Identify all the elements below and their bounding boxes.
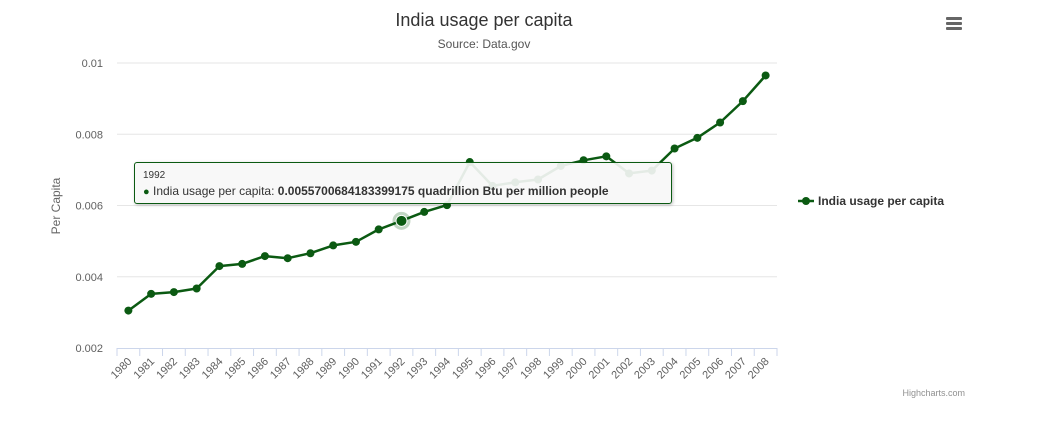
legend[interactable]: India usage per capita [798,194,944,208]
data-point[interactable] [192,284,201,293]
x-tick-label: 1983 [177,356,203,382]
y-tick-label: 0.004 [75,272,103,284]
data-point[interactable] [374,225,383,234]
axes: 0.002 0.004 0.006 0.008 0.01 1980198119821983… [75,58,778,382]
data-point[interactable] [761,71,770,80]
x-tick-label: 1992 [382,356,408,382]
data-point[interactable] [351,237,360,246]
chart-subtitle: Source: Data.gov [438,37,531,51]
x-tick-label: 1988 [291,356,317,382]
tooltip-series-dot-icon: ● [143,186,150,198]
x-tick-label: 1986 [245,356,271,382]
data-point[interactable] [716,118,725,127]
x-tick-label: 1985 [222,356,248,382]
x-tick-label: 2008 [746,356,772,382]
x-tick-label: 2001 [587,356,613,382]
x-tick-label: 1984 [200,356,226,382]
x-tick-label: 2000 [564,356,590,382]
x-tick-label: 1981 [131,356,157,382]
tooltip-body: ● India usage per capita: 0.005570068418… [143,184,663,198]
x-tick-label: 2005 [678,356,704,382]
menu-icon-bar [946,22,962,25]
legend-symbol-marker [802,197,810,205]
x-tick-label: 1999 [541,356,567,382]
data-point[interactable] [124,306,133,315]
tooltip-series-label: India usage per capita: [153,184,275,198]
x-tick-label: 1996 [473,356,499,382]
credits-link[interactable]: Highcharts.com [902,388,965,398]
x-tick-label: 1980 [109,356,135,382]
data-point[interactable] [169,288,178,297]
x-tick-label: 1993 [405,356,431,382]
x-tick-label: 1982 [154,356,180,382]
x-tick-label: 1997 [496,356,522,382]
data-point[interactable] [602,152,611,161]
x-tick-label: 2004 [655,356,681,382]
data-point[interactable] [329,241,338,250]
x-tick-label: 1995 [450,356,476,382]
menu-icon-bar [946,17,962,20]
x-tick-label: 1990 [336,356,362,382]
x-tick-label: 2003 [632,356,658,382]
data-point[interactable] [238,259,247,268]
x-tick-label: 1994 [427,356,453,382]
data-point[interactable] [306,249,315,258]
chart-menu-button[interactable] [940,12,968,36]
x-tick-label: 2002 [609,356,635,382]
x-tick-label: 1987 [268,356,294,382]
tooltip: 1992 ● India usage per capita: 0.0055700… [134,162,672,204]
y-tick-label: 0.01 [82,58,103,70]
chart-title: India usage per capita [395,10,573,30]
x-tick-label: 1991 [359,356,385,382]
data-point[interactable] [283,254,292,263]
gridlines [117,62,777,278]
tooltip-header: 1992 [143,170,166,181]
data-point[interactable] [420,207,429,216]
y-tick-label: 0.002 [75,343,103,355]
data-point[interactable] [147,289,156,298]
data-point[interactable] [693,133,702,142]
x-tick-label: 1998 [518,356,544,382]
y-tick-label: 0.008 [75,129,103,141]
y-axis-title: Per Capita [49,177,63,234]
data-point[interactable] [738,97,747,106]
data-point[interactable] [670,144,679,153]
menu-icon-bar [946,27,962,30]
tooltip-value: 0.0055700684183399175 quadrillion Btu pe… [277,184,609,198]
data-point[interactable] [215,262,224,271]
legend-item-label[interactable]: India usage per capita [818,194,944,208]
data-point-hovered[interactable] [395,214,408,227]
data-point[interactable] [260,252,269,261]
x-tick-label: 2007 [723,356,749,382]
x-tick-label: 2006 [700,356,726,382]
y-tick-label: 0.006 [75,201,103,213]
x-tick-label: 1989 [314,356,340,382]
